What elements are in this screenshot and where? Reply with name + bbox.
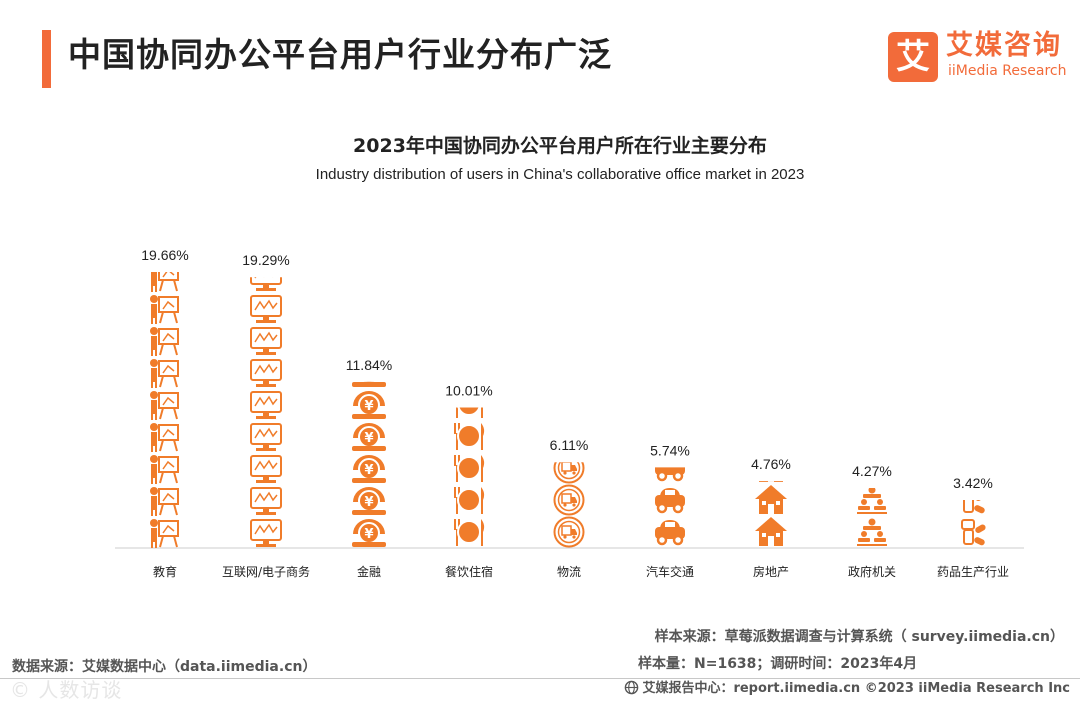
dining-plate-icon: [454, 423, 485, 450]
computer-monitor-icon: [250, 327, 282, 355]
dining-plate-icon: [454, 455, 485, 482]
money-coin-icon: ¥: [352, 367, 386, 387]
svg-text:¥: ¥: [364, 399, 373, 414]
title-accent-bar: [42, 30, 51, 88]
dining-plate-icon: [456, 407, 483, 418]
bar-value-label: 4.27%: [852, 463, 892, 479]
bar-teacher-board: [150, 272, 179, 548]
globe-icon: [625, 680, 639, 695]
money-coin-icon: ¥: [352, 487, 386, 515]
computer-monitor-icon: [250, 519, 282, 547]
teacher-board-icon: [151, 272, 179, 292]
computer-monitor-icon: [250, 423, 282, 451]
bar-value-label: 3.42%: [953, 475, 993, 491]
computer-monitor-icon: [250, 391, 282, 419]
bar-house: [755, 421, 787, 546]
category-label: 餐饮住宿: [445, 564, 493, 579]
watermark: © 人数访谈: [10, 678, 123, 702]
svg-text:¥: ¥: [364, 431, 373, 446]
report-center-link[interactable]: 艾媒报告中心：report.iimedia.cn ©2023 iiMedia R…: [624, 680, 1070, 698]
delivery-truck-icon: [553, 484, 585, 516]
teacher-board-icon: [150, 423, 179, 452]
iimedia-logo: 艾 艾媒咨询 iiMedia Research: [888, 30, 1068, 84]
government-people-icon: [857, 488, 887, 514]
category-label: 金融: [357, 564, 381, 579]
car-icon: [655, 467, 685, 482]
category-label: 物流: [557, 565, 581, 579]
bar-money-coin: ¥ ¥ ¥ ¥ ¥ ¥ ¥: [352, 327, 386, 547]
category-label: 互联网/电子商务: [222, 564, 310, 579]
sample-source: 样本来源：草莓派数据调查与计算系统（ survey.iimedia.cn）: [654, 629, 1064, 645]
teacher-board-icon: [150, 455, 179, 484]
teacher-board-icon: [150, 327, 179, 356]
data-source: 数据来源：艾媒数据中心（data.iimedia.cn）: [12, 659, 317, 675]
bar-value-label: 19.29%: [242, 252, 289, 268]
bar-medicine: [961, 499, 986, 546]
bar-computer-monitor: [250, 277, 282, 547]
dining-plate-icon: [454, 519, 485, 546]
computer-monitor-icon: [250, 359, 282, 387]
svg-text:¥: ¥: [364, 495, 373, 510]
house-icon: [755, 517, 787, 546]
house-icon: [759, 481, 783, 482]
money-coin-icon: ¥: [352, 391, 386, 419]
teacher-board-icon: [150, 519, 179, 548]
category-label: 药品生产行业: [937, 565, 1009, 579]
bar-value-label: 5.74%: [650, 442, 690, 458]
chart-title: 2023年中国协同办公平台用户所在行业主要分布: [353, 135, 767, 157]
computer-monitor-icon: [250, 295, 282, 323]
bar-value-label: 6.11%: [550, 437, 589, 453]
computer-monitor-icon: [250, 277, 282, 291]
car-icon: [655, 488, 685, 514]
money-coin-icon: ¥: [352, 519, 386, 547]
logo-name-en: iiMedia Research: [948, 63, 1067, 79]
page-title: 中国协同办公平台用户行业分布广泛: [68, 35, 612, 74]
logo-name-cn: 艾媒咨询: [946, 30, 1062, 61]
logo-mark: 艾: [888, 32, 938, 82]
report-center-text: 艾媒报告中心：report.iimedia.cn ©2023 iiMedia R…: [642, 681, 1070, 696]
house-icon: [755, 421, 787, 450]
footer-divider: [0, 678, 1080, 679]
medicine-icon: [963, 499, 986, 514]
teacher-board-icon: [150, 391, 179, 420]
medicine-icon: [961, 519, 986, 546]
car-icon: [655, 520, 685, 546]
money-coin-icon: ¥: [352, 327, 386, 355]
dining-plate-icon: [454, 487, 485, 514]
category-label: 政府机关: [848, 564, 896, 579]
bar-value-label: 4.76%: [751, 456, 791, 472]
svg-text:¥: ¥: [364, 335, 373, 350]
bar-value-label: 19.66%: [141, 247, 188, 263]
svg-text:¥: ¥: [364, 367, 373, 382]
money-coin-icon: ¥: [352, 423, 386, 451]
svg-text:¥: ¥: [364, 527, 373, 542]
category-label: 教育: [153, 564, 177, 579]
teacher-board-icon: [150, 487, 179, 516]
bar-value-label: 10.01%: [445, 382, 492, 398]
computer-monitor-icon: [250, 455, 282, 483]
computer-monitor-icon: [250, 487, 282, 515]
delivery-truck-icon: [553, 462, 585, 484]
svg-text:¥: ¥: [364, 463, 373, 478]
category-label: 房地产: [753, 564, 789, 579]
money-coin-icon: ¥: [352, 455, 386, 483]
delivery-truck-icon: [553, 516, 585, 548]
bar-government-people: [857, 488, 887, 546]
house-icon: [755, 485, 787, 514]
government-people-icon: [857, 518, 887, 546]
bar-delivery-truck: [553, 462, 585, 548]
category-label: 汽车交通: [646, 564, 694, 579]
bar-dining-plate: [454, 407, 485, 546]
bar-value-label: 11.84%: [346, 357, 392, 373]
sample-info: 样本量：N=1638；调研时间：2023年4月: [638, 656, 918, 672]
bar-car: [655, 467, 685, 546]
chart-subtitle: Industry distribution of users in China'…: [315, 166, 805, 183]
teacher-board-icon: [150, 295, 179, 324]
teacher-board-icon: [150, 359, 179, 388]
